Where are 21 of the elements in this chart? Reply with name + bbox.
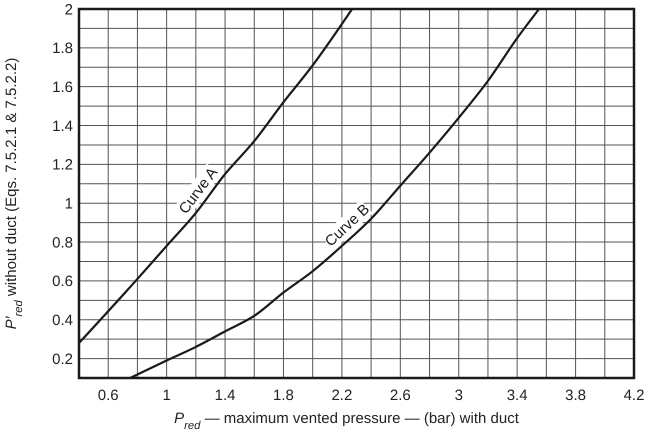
x-tick-label: 1 (162, 387, 171, 404)
y-tick-label: 0.6 (52, 273, 73, 290)
y-tick-label: 1.8 (52, 40, 73, 58)
y-tick-label: 0.4 (52, 312, 73, 329)
x-tick-label: 3 (454, 387, 463, 404)
y-tick-label: 1.6 (52, 78, 73, 96)
x-tick-label: 3.8 (565, 387, 586, 404)
x-tick-label: 1.4 (214, 387, 236, 404)
y-tick-label: 0.8 (52, 234, 73, 252)
x-tick-label: 0.6 (98, 387, 119, 404)
x-tick-label: 2.2 (331, 387, 352, 404)
x-tick-label: 2.6 (390, 387, 411, 404)
y-tick-label: 1 (64, 195, 73, 212)
y-tick-label: 1.2 (52, 156, 73, 174)
x-tick-label: 3.4 (506, 387, 528, 404)
x-tick-label: 1.8 (273, 387, 294, 404)
x-axis-title: P$_{red}$ — maximum vented pressure — (bar) with duct (174, 410, 520, 432)
y-tick-label: 1.4 (52, 118, 73, 135)
x-tick-label: 4.2 (624, 387, 644, 404)
y-tick-label: 0.2 (52, 350, 73, 368)
y-tick-label: 2 (64, 1, 73, 18)
